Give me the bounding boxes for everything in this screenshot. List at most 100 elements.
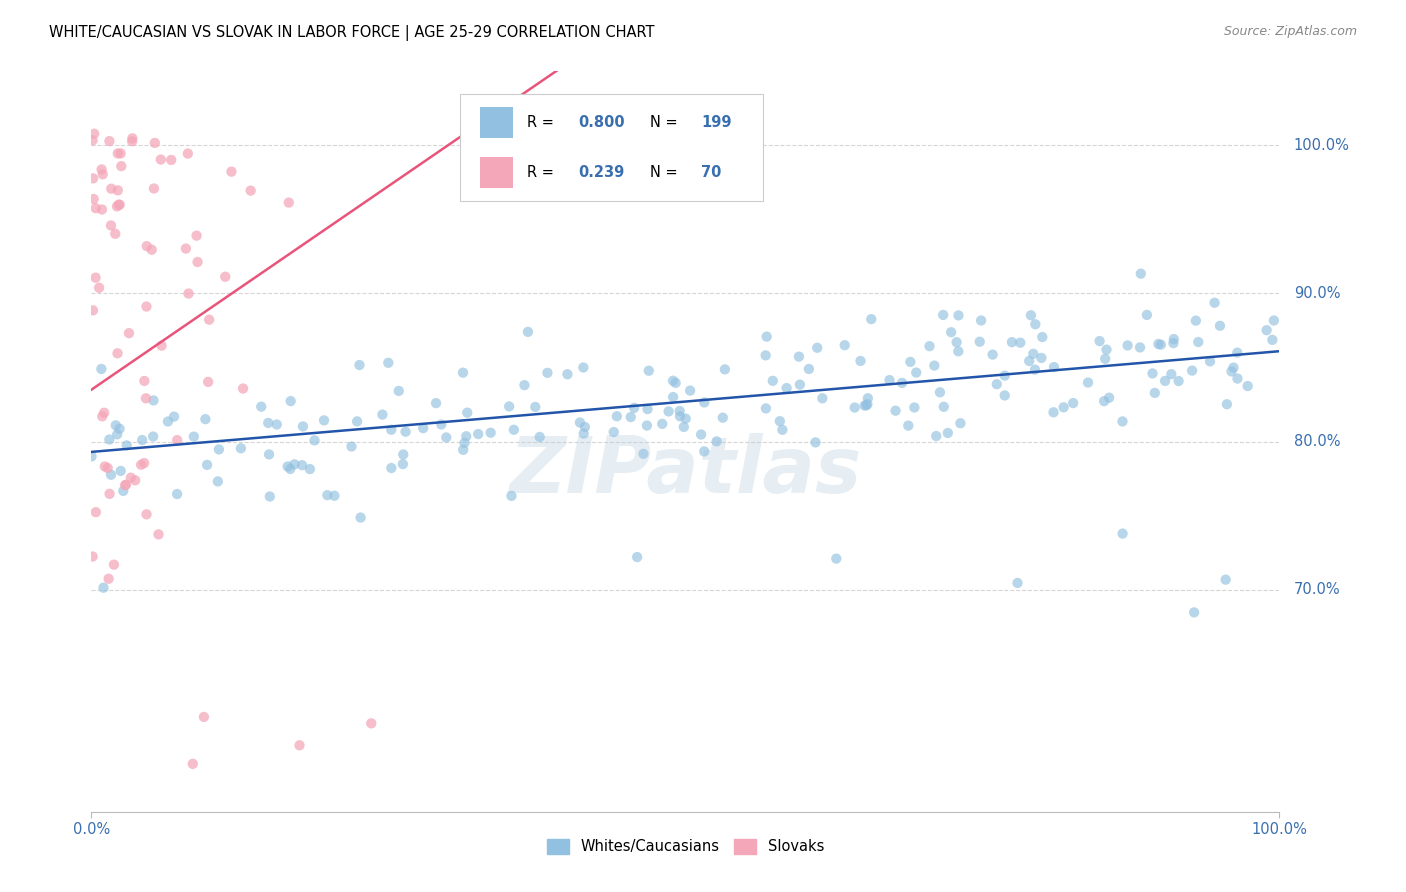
Point: [789, 377, 811, 392]
Point: [969, 334, 991, 349]
Point: [1154, 374, 1177, 388]
Point: [98, 433, 121, 447]
Point: [141, 243, 163, 257]
Point: [194, 412, 217, 426]
Point: [456, 406, 478, 420]
Point: [1129, 267, 1152, 281]
Point: [981, 348, 1004, 362]
Point: [1062, 396, 1084, 410]
Point: [905, 366, 928, 380]
Point: [529, 430, 551, 444]
Point: [994, 388, 1017, 402]
Point: [110, 159, 132, 173]
Point: [323, 489, 346, 503]
Point: [1204, 295, 1226, 310]
Point: [1187, 334, 1209, 349]
Point: [121, 131, 143, 145]
Point: [679, 384, 702, 398]
Point: [1094, 351, 1116, 366]
Point: [291, 419, 314, 434]
Point: [672, 420, 695, 434]
Point: [1024, 362, 1046, 376]
Point: [572, 426, 595, 441]
Point: [349, 358, 371, 372]
Point: [898, 355, 921, 369]
Point: [658, 404, 681, 418]
Point: [195, 458, 218, 472]
Point: [856, 397, 879, 411]
Point: [949, 416, 972, 430]
Point: [855, 398, 877, 412]
Point: [932, 308, 955, 322]
Point: [797, 362, 820, 376]
Text: Source: ZipAtlas.com: Source: ZipAtlas.com: [1223, 25, 1357, 38]
Point: [1019, 308, 1042, 322]
Point: [346, 414, 368, 428]
Text: R =: R =: [527, 115, 560, 129]
Point: [693, 395, 716, 409]
Point: [948, 344, 970, 359]
Text: 0.239: 0.239: [578, 165, 624, 179]
Point: [849, 354, 872, 368]
Point: [994, 368, 1017, 383]
Point: [574, 420, 596, 434]
Point: [392, 457, 415, 471]
Point: [232, 382, 254, 396]
Point: [897, 418, 920, 433]
Point: [177, 286, 200, 301]
Point: [250, 400, 273, 414]
Point: [98, 134, 121, 148]
Point: [1216, 397, 1239, 411]
Point: [82, 171, 104, 186]
Point: [90, 162, 112, 177]
Point: [156, 415, 179, 429]
Point: [1263, 313, 1285, 327]
Point: [918, 339, 941, 353]
Point: [501, 489, 523, 503]
Point: [1150, 337, 1173, 351]
Point: [257, 447, 280, 461]
Point: [665, 376, 688, 390]
Point: [187, 255, 209, 269]
Point: [662, 374, 685, 388]
Point: [371, 408, 394, 422]
Point: [105, 427, 128, 442]
Point: [181, 756, 204, 771]
Point: [1222, 360, 1244, 375]
Point: [637, 402, 659, 417]
Point: [1261, 333, 1284, 347]
Point: [903, 401, 925, 415]
Point: [98, 487, 121, 501]
Point: [970, 313, 993, 327]
Point: [193, 710, 215, 724]
Point: [186, 228, 208, 243]
Point: [298, 462, 321, 476]
Point: [103, 558, 125, 572]
Point: [513, 378, 536, 392]
Point: [93, 581, 115, 595]
Text: N =: N =: [650, 115, 682, 129]
Point: [467, 427, 489, 442]
Text: 80.0%: 80.0%: [1294, 434, 1340, 449]
Point: [620, 410, 643, 425]
Point: [1043, 359, 1066, 374]
Point: [1092, 394, 1115, 409]
Point: [668, 404, 690, 418]
Point: [90, 202, 112, 217]
Point: [93, 406, 115, 420]
Point: [1053, 401, 1076, 415]
Point: [1111, 526, 1133, 541]
Point: [120, 471, 142, 485]
Point: [769, 414, 792, 428]
Point: [259, 490, 281, 504]
Point: [1098, 391, 1121, 405]
Point: [1226, 371, 1249, 385]
Point: [806, 341, 828, 355]
Point: [1181, 363, 1204, 377]
Point: [105, 199, 128, 213]
Point: [142, 181, 165, 195]
Point: [135, 392, 157, 406]
Point: [662, 390, 685, 404]
Point: [114, 478, 136, 492]
Point: [1042, 405, 1064, 419]
